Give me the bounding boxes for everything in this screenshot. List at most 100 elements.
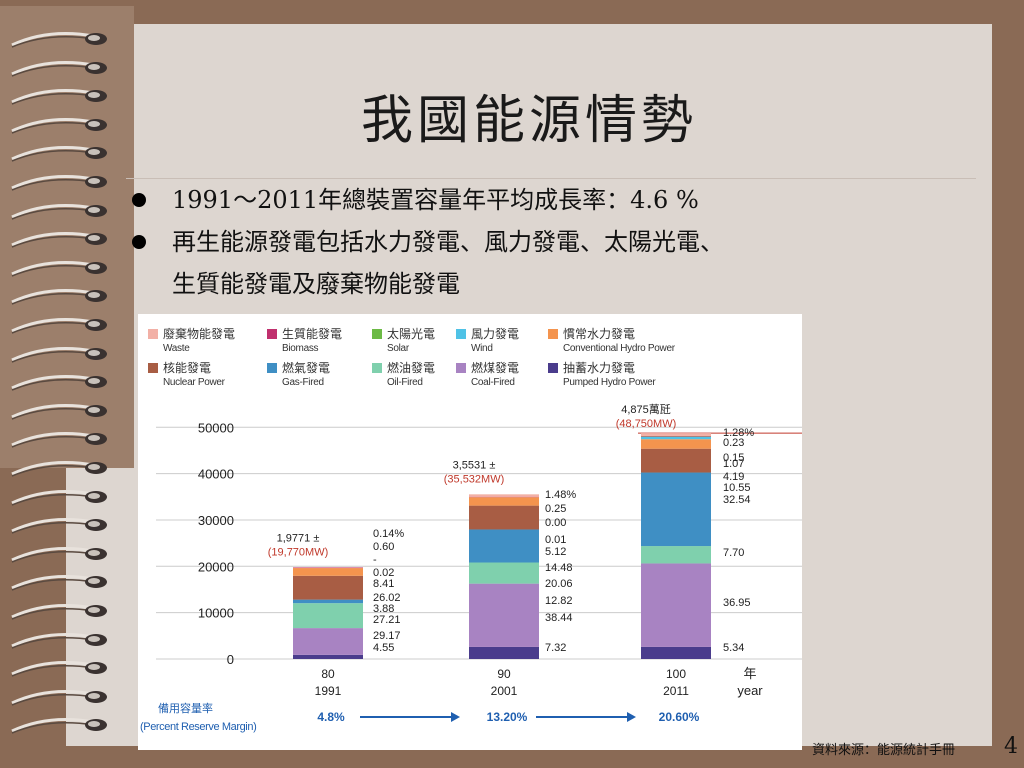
y-tick-label: 40000 bbox=[198, 467, 234, 482]
legend-swatch bbox=[267, 363, 277, 373]
x-unit-en: year bbox=[737, 683, 763, 698]
bar-segment bbox=[469, 494, 539, 497]
segment-percent-label: 0.25 bbox=[545, 503, 566, 515]
reserve-margin-value: 4.8% bbox=[317, 710, 345, 724]
bar-segment bbox=[469, 583, 539, 647]
source-note: 資料來源：能源統計手冊 bbox=[812, 743, 956, 758]
bar-segment bbox=[469, 505, 539, 530]
bar-segment bbox=[641, 546, 711, 564]
legend-swatch bbox=[548, 363, 558, 373]
spiral-ring-icon bbox=[11, 289, 107, 306]
segment-percent-label: 3.88 bbox=[373, 603, 394, 615]
bar-total-mw: (48,750MW) bbox=[616, 418, 677, 430]
x-tick-year: 2001 bbox=[491, 684, 518, 698]
segment-percent-label: 7.70 bbox=[723, 547, 744, 559]
reserve-margin-label-zh: 備用容量率 bbox=[158, 701, 213, 715]
legend-label-en: Waste bbox=[163, 343, 190, 354]
legend-label-en: Solar bbox=[387, 343, 410, 354]
bar-segment bbox=[293, 654, 363, 659]
legend-swatch bbox=[372, 329, 382, 339]
bar-total-label: 3,5531 ± bbox=[453, 459, 496, 471]
spiral-ring-icon bbox=[11, 460, 107, 477]
segment-percent-label: 20.06 bbox=[545, 578, 573, 590]
title-divider bbox=[126, 178, 976, 179]
segment-percent-label: 5.12 bbox=[545, 546, 566, 558]
spiral-ring-icon bbox=[11, 546, 107, 563]
segment-percent-label: 5.34 bbox=[723, 642, 744, 654]
bar-total-label: 1,9771 ± bbox=[277, 532, 320, 544]
bar-segment bbox=[641, 472, 711, 547]
y-tick-label: 10000 bbox=[198, 606, 234, 621]
bar-segment bbox=[293, 603, 363, 629]
segment-percent-label: 0.23 bbox=[723, 437, 744, 449]
x-tick-roc: 80 bbox=[321, 667, 335, 681]
reserve-arrow-head-icon bbox=[627, 712, 636, 722]
y-tick-label: 50000 bbox=[198, 420, 234, 435]
bullet-renewables: 再生能源發電包括水力發電、風力發電、太陽光電、 bbox=[172, 228, 724, 256]
bullet-growth-rate: 1991～2011年總裝置容量年平均成長率：4.6 % bbox=[172, 186, 699, 214]
spiral-ring-icon bbox=[11, 317, 107, 334]
legend-label-en: Oil-Fired bbox=[387, 377, 423, 388]
legend-swatch bbox=[456, 363, 466, 373]
spiral-ring-icon bbox=[11, 518, 107, 534]
segment-percent-label: 1.48% bbox=[545, 489, 576, 501]
legend-swatch bbox=[456, 329, 466, 339]
x-tick-year: 2011 bbox=[663, 684, 689, 698]
spiral-ring-icon bbox=[11, 632, 107, 649]
spiral-ring-icon bbox=[11, 346, 107, 363]
legend-swatch bbox=[267, 329, 277, 339]
bar-segment bbox=[469, 562, 539, 584]
segment-percent-label: 29.17 bbox=[373, 630, 401, 642]
segment-percent-label: 14.48 bbox=[545, 562, 573, 574]
spiral-ring-icon bbox=[11, 375, 107, 391]
bar-segment bbox=[641, 563, 711, 647]
spiral-ring-icon bbox=[11, 403, 107, 420]
y-tick-label: 30000 bbox=[198, 513, 234, 528]
spiral-ring-icon bbox=[11, 661, 107, 677]
legend-label-zh: 燃油發電 bbox=[387, 360, 435, 375]
x-tick-roc: 90 bbox=[497, 667, 511, 681]
legend-swatch bbox=[372, 363, 382, 373]
bar-segment bbox=[641, 439, 711, 449]
legend-label-zh: 生質能發電 bbox=[282, 326, 342, 341]
legend-label-zh: 燃氣發電 bbox=[282, 360, 330, 375]
segment-percent-label: 38.44 bbox=[545, 612, 573, 624]
spiral-ring-icon bbox=[11, 174, 107, 191]
legend-label-zh: 燃煤發電 bbox=[471, 360, 519, 375]
x-tick-roc: 100 bbox=[666, 667, 686, 681]
bar-segment bbox=[641, 436, 711, 440]
segment-percent-label: 0.02 bbox=[373, 567, 394, 579]
segment-percent-label: 1.07 bbox=[723, 458, 744, 470]
legend-label-en: Nuclear Power bbox=[163, 377, 226, 388]
bar-segment bbox=[293, 568, 363, 576]
segment-percent-label: 27.21 bbox=[373, 614, 401, 626]
legend-label-zh: 慣常水力發電 bbox=[563, 326, 635, 341]
segment-percent-label: 0.14% bbox=[373, 528, 404, 540]
segment-percent-label: - bbox=[373, 554, 377, 566]
bar-segment bbox=[641, 646, 711, 659]
y-tick-label: 0 bbox=[227, 652, 234, 667]
legend-swatch bbox=[148, 329, 158, 339]
legend-label-en: Pumped Hydro Power bbox=[563, 377, 656, 388]
bar-segment bbox=[293, 567, 363, 569]
page-number: 4 bbox=[1004, 734, 1018, 759]
legend-label-en: Conventional Hydro Power bbox=[563, 343, 676, 354]
reserve-margin-label-en: (Percent Reserve Margin) bbox=[140, 721, 256, 733]
spiral-ring-icon bbox=[11, 232, 107, 248]
bar-segment bbox=[469, 646, 539, 659]
legend-label-en: Biomass bbox=[282, 343, 319, 354]
segment-percent-label: 4.19 bbox=[723, 471, 744, 483]
bar-segment bbox=[469, 529, 539, 563]
spiral-ring-icon bbox=[11, 260, 107, 277]
legend-label-zh: 抽蓄水力發電 bbox=[563, 360, 635, 375]
segment-percent-label: 0.15 bbox=[723, 452, 744, 464]
spiral-ring-icon bbox=[11, 432, 107, 449]
spiral-ring-icon bbox=[11, 689, 107, 706]
legend-label-zh: 核能發電 bbox=[163, 360, 211, 375]
segment-percent-label: 12.82 bbox=[545, 595, 573, 607]
spiral-ring-icon bbox=[11, 718, 107, 735]
y-tick-label: 20000 bbox=[198, 559, 234, 574]
segment-percent-label: 0.01 bbox=[545, 534, 566, 546]
reserve-margin-value: 13.20% bbox=[487, 710, 528, 724]
bar-segment bbox=[641, 433, 711, 436]
